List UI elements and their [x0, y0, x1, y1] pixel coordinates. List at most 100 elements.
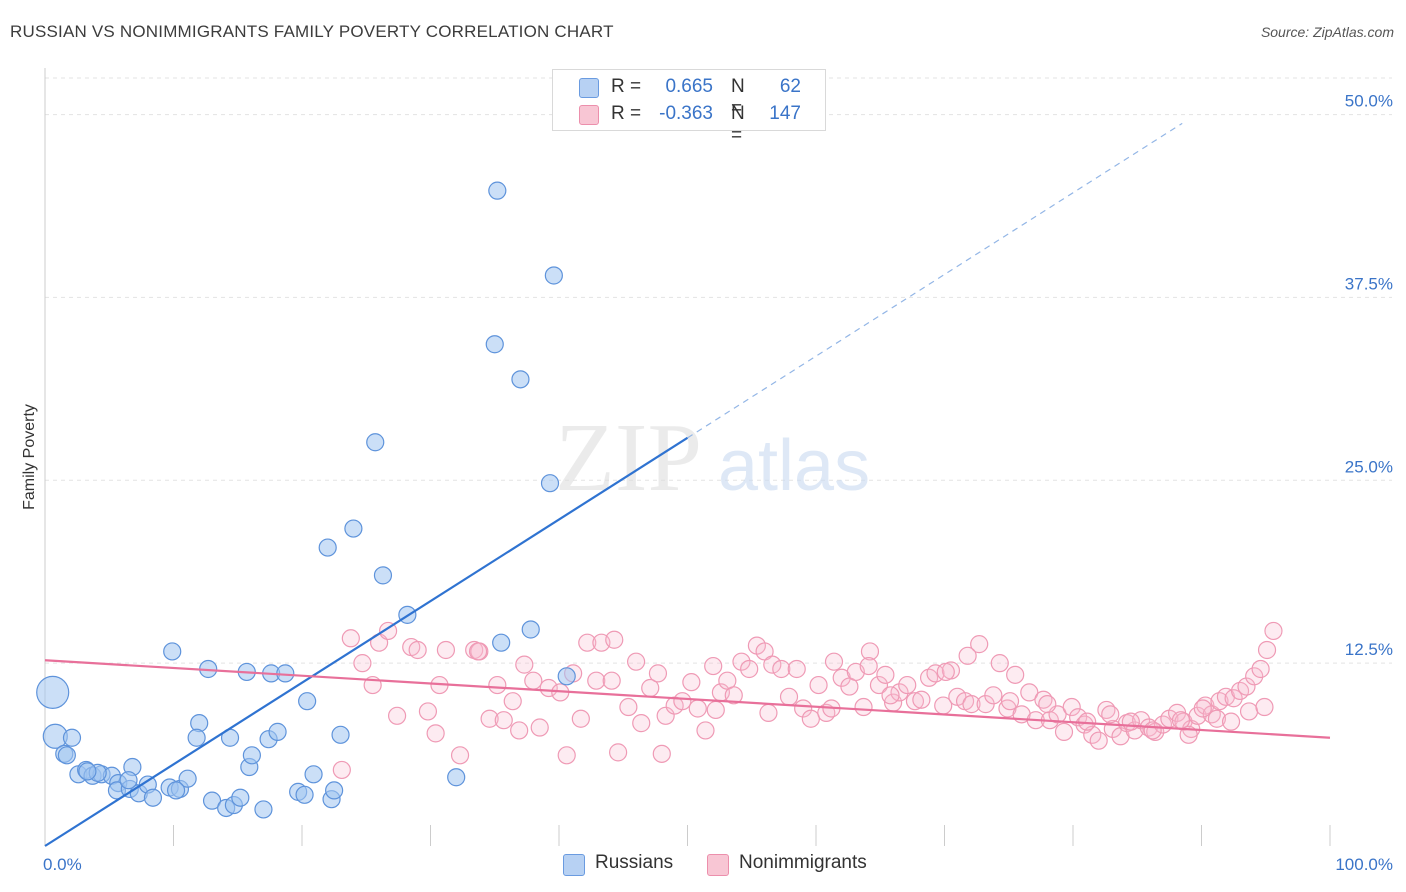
nonimmigrants-point — [1000, 692, 1020, 711]
nonimmigrants-point — [648, 664, 668, 683]
russians-trend-line — [44, 436, 689, 847]
russians-point — [325, 781, 344, 800]
nonimmigrants-point — [787, 659, 806, 679]
nonimmigrants-point — [1257, 640, 1277, 660]
nonimmigrants-point — [609, 743, 628, 762]
nonimmigrants-point — [450, 746, 470, 765]
nonimmigrants-point — [905, 692, 925, 711]
nonimmigrants-point — [809, 675, 828, 695]
nonimmigrants-point — [1089, 731, 1108, 750]
russians-trend-extension — [687, 122, 1183, 439]
nonimmigrants-point — [990, 654, 1009, 673]
nonimmigrants-point — [1101, 705, 1120, 724]
nonimmigrants-point — [958, 646, 977, 665]
nonimmigrants-point — [1207, 709, 1227, 728]
nonimmigrants-point — [1224, 689, 1243, 708]
legend-n-value-nonimmigrants: 147 — [769, 103, 801, 124]
nonimmigrants-point — [578, 633, 597, 652]
nonimmigrants-point — [332, 760, 351, 780]
nonimmigrants-point — [706, 700, 725, 720]
nonimmigrants-point — [619, 697, 638, 717]
russians-point — [304, 765, 323, 784]
legend-n-label: N = — [731, 103, 745, 146]
nonimmigrants-point — [1038, 695, 1057, 714]
russians-point — [62, 728, 82, 747]
russians-point — [295, 785, 314, 804]
russians-point — [202, 791, 222, 810]
nonimmigrants-point — [1264, 621, 1283, 641]
nonimmigrants-point — [936, 662, 955, 682]
nonimmigrants-point — [704, 656, 723, 676]
nonimmigrants-point — [696, 721, 715, 740]
russians-point — [540, 474, 560, 493]
nonimmigrants-point — [1006, 665, 1025, 684]
nonimmigrants-point — [539, 678, 558, 698]
russians-point — [366, 433, 385, 452]
legend-r-label: R = — [611, 76, 642, 97]
russians-point — [521, 620, 540, 639]
nonimmigrants-point — [515, 655, 534, 674]
nonimmigrants-point — [854, 697, 873, 717]
y-tick-label: 50.0% — [1345, 92, 1393, 111]
russians-point — [57, 746, 76, 765]
russians-point — [166, 781, 186, 800]
russians-point — [344, 519, 363, 538]
russians-point — [557, 667, 576, 686]
russians-point — [143, 788, 163, 807]
nonimmigrants-point — [688, 699, 707, 718]
nonimmigrants-point — [632, 714, 651, 733]
grid-lines — [45, 77, 1392, 664]
nonimmigrants-point — [626, 652, 646, 671]
russians-point — [331, 725, 350, 744]
nonimmigrants-point — [912, 690, 931, 709]
nonimmigrants-point — [1143, 721, 1162, 740]
axes — [44, 68, 1331, 846]
nonimmigrants-point — [876, 665, 895, 684]
watermark: ZIP atlas — [555, 404, 870, 512]
nonimmigrants-point — [1054, 722, 1074, 741]
nonimmigrants-point — [779, 687, 799, 706]
nonimmigrants-point — [1239, 702, 1259, 721]
nonimmigrants-point — [763, 655, 782, 674]
nonimmigrants-point — [1221, 712, 1241, 731]
legend-r-value-russians: 0.665 — [665, 76, 713, 97]
nonimmigrants-point — [1237, 677, 1256, 696]
tick-labels: 12.5% 25.0% 37.5% 50.0% 0.0% 100.0% — [43, 92, 1393, 874]
russians-point — [488, 181, 507, 200]
russians-point — [119, 771, 138, 790]
nonimmigrants-point — [759, 703, 778, 722]
nonimmigrants-point — [673, 692, 692, 711]
nonimmigrants-point — [732, 652, 751, 671]
russians-point — [36, 675, 70, 710]
y-tick-label: 12.5% — [1345, 640, 1393, 659]
nonimmigrants-point — [962, 695, 981, 714]
nonimmigrants-point — [387, 706, 407, 725]
nonimmigrants-point — [418, 702, 438, 721]
nonimmigrants-point — [801, 709, 820, 728]
nonimmigrants-point — [824, 652, 844, 671]
nonimmigrants-point — [869, 675, 889, 695]
nonimmigrants-trend-line — [44, 659, 1331, 739]
nonimmigrants-point — [898, 675, 917, 695]
russians-point — [298, 692, 317, 711]
trend-lines — [44, 122, 1331, 847]
legend-swatch-nonimmigrants — [579, 105, 599, 125]
nonimmigrants-point — [1193, 699, 1212, 718]
russians-point — [178, 769, 197, 788]
nonimmigrants-point — [524, 671, 543, 690]
nonimmigrants-point — [468, 642, 488, 661]
y-tick-label: 37.5% — [1345, 274, 1393, 293]
nonimmigrants-point — [587, 671, 606, 690]
nonimmigrants-point — [480, 709, 499, 728]
bottom-legend-label-russians: Russians — [595, 852, 674, 873]
nonimmigrants-point — [772, 659, 791, 679]
correlation-legend: R = 0.665 N = 62 R = -0.363 N = 147 — [552, 69, 826, 146]
nonimmigrants-point — [426, 724, 445, 743]
russians-point — [187, 728, 206, 747]
nonimmigrants-point — [503, 692, 522, 711]
russians-point — [268, 722, 287, 741]
nonimmigrants-point — [1251, 659, 1270, 679]
nonimmigrants-point — [571, 709, 590, 728]
nonimmigrants-point — [341, 629, 360, 648]
